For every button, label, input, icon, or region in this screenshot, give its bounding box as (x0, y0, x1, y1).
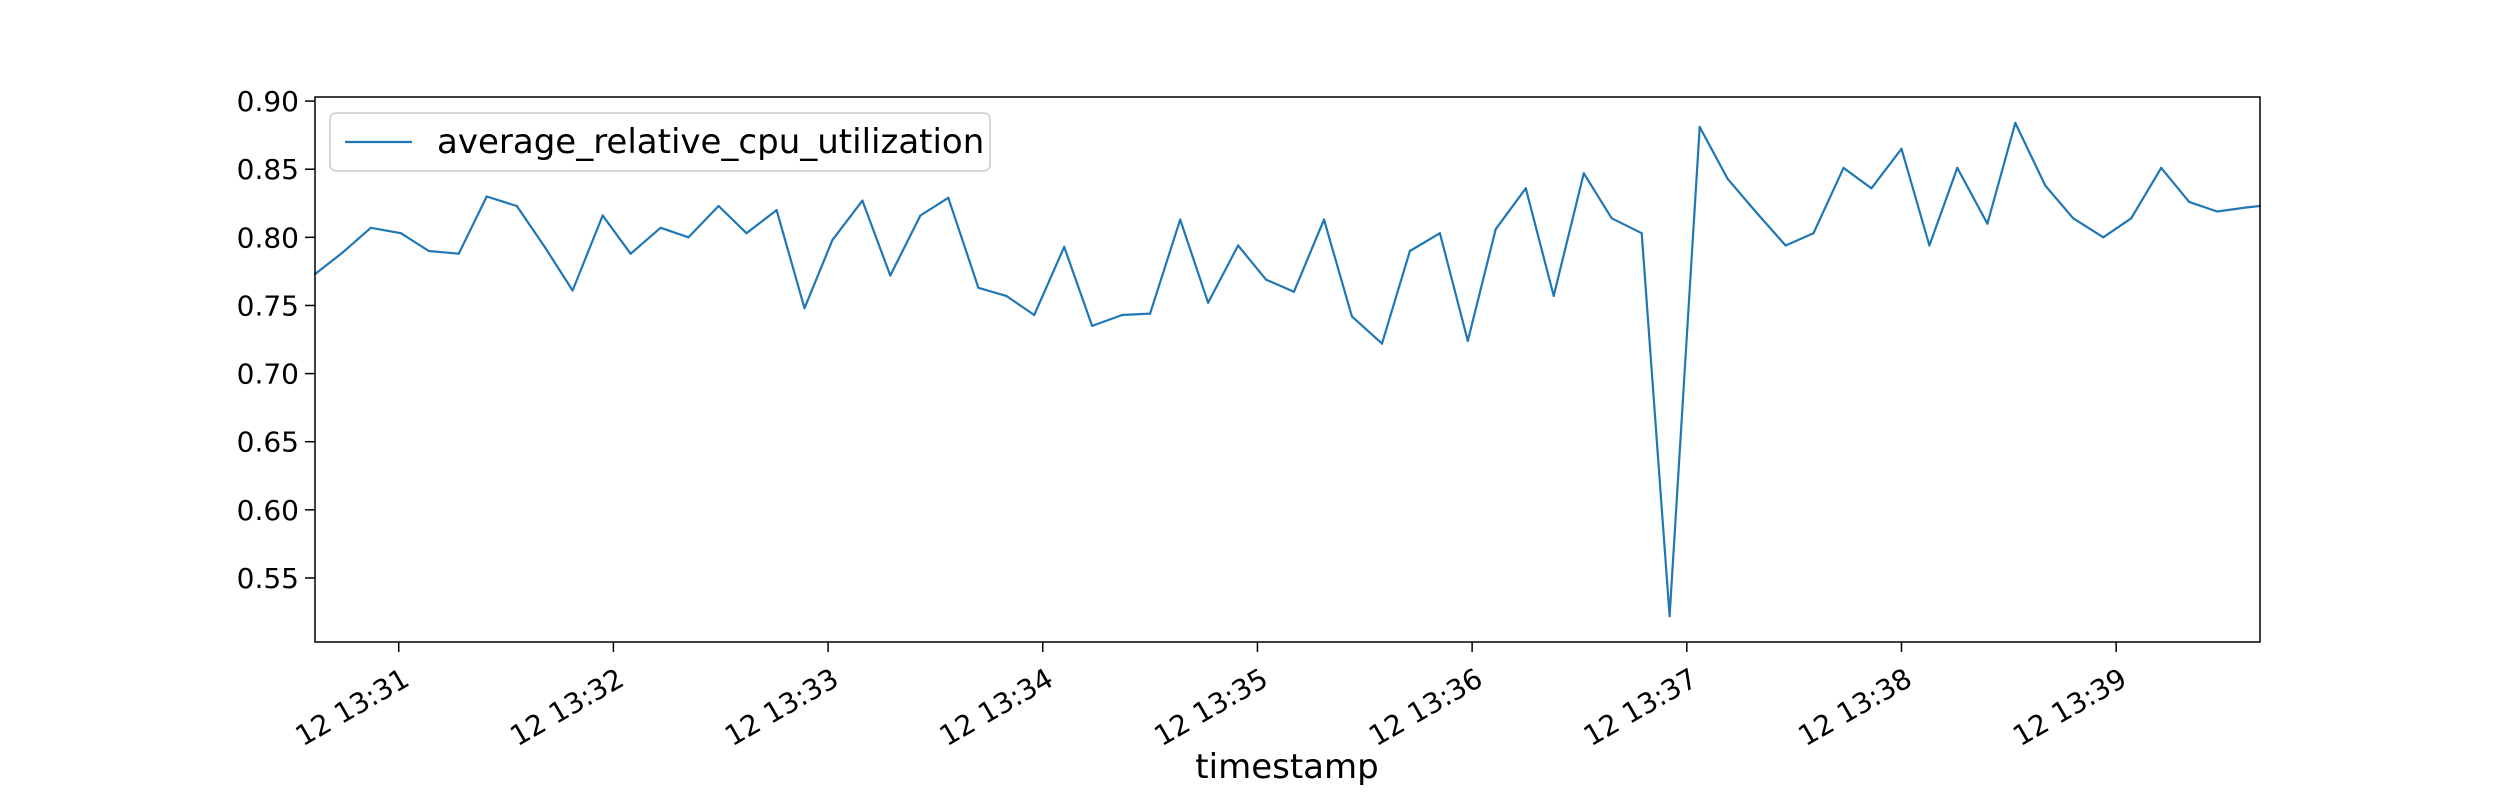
data-point (1726, 177, 1729, 180)
x-tick-label: 12 13:35 (1148, 662, 1273, 753)
data-point (1438, 232, 1441, 235)
data-point (977, 286, 980, 289)
data-point (1005, 294, 1008, 297)
data-point (1668, 615, 1671, 618)
data-point (1842, 166, 1845, 169)
data-points (313, 121, 2262, 618)
legend-label: average_relative_cpu_utilization (437, 122, 984, 162)
data-point (1870, 187, 1873, 190)
data-point (1322, 218, 1326, 221)
data-point (369, 226, 372, 229)
data-point (1207, 301, 1210, 304)
x-tick-label: 12 13:36 (1363, 662, 1488, 753)
x-axis-label: timestamp (1195, 747, 1378, 787)
data-point (2130, 217, 2133, 220)
data-point (687, 236, 690, 239)
data-point (831, 239, 834, 242)
data-point (861, 199, 864, 202)
data-point (1466, 339, 1469, 342)
data-point (1350, 315, 1353, 318)
plot-frame (314, 96, 2261, 643)
x-tick-label: 12 13:34 (934, 662, 1059, 753)
data-point (745, 232, 748, 235)
data-point (457, 252, 460, 255)
data-point (1264, 278, 1268, 281)
x-tick-label: 12 13:39 (2007, 662, 2132, 753)
data-point (1698, 125, 1701, 129)
x-tick-label: 12 13:32 (504, 662, 629, 753)
y-tick-label: 0.90 (237, 85, 299, 118)
data-point (2072, 217, 2075, 220)
data-point (341, 251, 344, 254)
data-point (1408, 249, 1411, 253)
data-point (947, 196, 950, 199)
y-tick-label: 0.55 (237, 562, 299, 595)
data-point (1928, 244, 1931, 247)
data-point (601, 214, 604, 217)
data-point (803, 307, 806, 310)
x-tick-label: 12 13:37 (1578, 662, 1703, 753)
data-point (629, 252, 632, 255)
x-tick-label: 12 13:38 (1793, 662, 1918, 753)
data-point (1812, 232, 1815, 235)
y-tick-label: 0.70 (237, 358, 299, 391)
y-tick-label: 0.65 (237, 426, 299, 459)
y-axis-ticks: 0.55 0.60 0.65 0.70 0.75 0.80 0.85 0.90 (237, 85, 315, 595)
data-point (543, 245, 546, 248)
data-point (717, 204, 720, 208)
legend-box (329, 112, 991, 172)
data-point (1033, 313, 1036, 317)
data-point (1524, 187, 1527, 190)
data-point (571, 289, 574, 292)
data-point (427, 249, 430, 253)
data-point (1149, 312, 1152, 315)
data-point (399, 232, 402, 235)
data-point (1552, 294, 1555, 297)
y-tick-label: 0.75 (237, 289, 299, 322)
data-point (919, 214, 922, 217)
data-point (1582, 172, 1585, 175)
data-point (1380, 342, 1384, 345)
data-point (2216, 210, 2219, 213)
x-tick-label: 12 13:33 (719, 662, 844, 753)
legend: average_relative_cpu_utilization (329, 112, 991, 172)
data-point (1986, 222, 1989, 225)
data-point (2014, 121, 2017, 124)
data-point (889, 274, 892, 277)
data-point (1956, 166, 1959, 169)
data-point (1610, 217, 1613, 220)
data-point (1237, 244, 1240, 247)
x-tick-label: 12 13:31 (290, 662, 415, 753)
data-point (2160, 166, 2163, 169)
data-point (515, 204, 518, 208)
y-tick-label: 0.85 (237, 153, 299, 186)
plot-area (315, 97, 2260, 642)
data-point (2246, 206, 2249, 209)
data-point (775, 209, 778, 212)
x-axis-ticks: 12 13:31 12 13:32 12 13:33 12 13:34 12 13:35… (290, 642, 2132, 753)
data-point (1494, 228, 1497, 231)
data-point (659, 226, 662, 229)
data-point (1784, 244, 1787, 247)
data-point (1091, 324, 1094, 327)
data-point (485, 195, 488, 198)
data-point (2044, 184, 2047, 187)
data-point (1292, 290, 1295, 293)
y-tick-label: 0.60 (237, 494, 299, 527)
data-point (1640, 232, 1643, 235)
data-point (2102, 236, 2105, 239)
data-point (1063, 245, 1066, 248)
data-point (1179, 218, 1182, 221)
data-point (1754, 210, 1757, 213)
y-tick-label: 0.80 (237, 221, 299, 254)
data-point (1900, 147, 1903, 150)
data-point (2188, 200, 2191, 203)
data-point (1121, 313, 1124, 317)
